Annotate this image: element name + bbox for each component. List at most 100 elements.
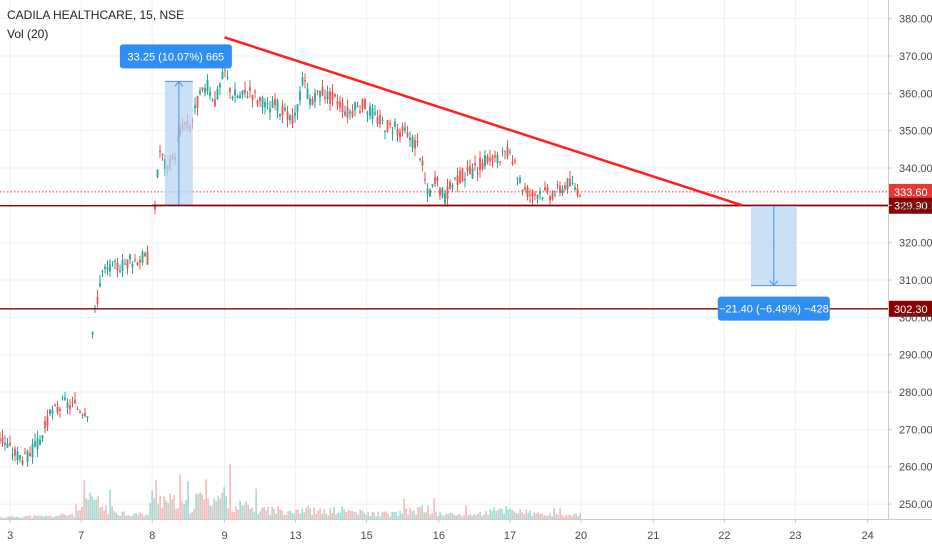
- measure-down-label[interactable]: −21.40 (−6.49%) −428: [717, 296, 830, 321]
- candle-body: [544, 187, 546, 191]
- candle-body: [379, 114, 381, 125]
- candle-body: [304, 80, 306, 82]
- volume-bar: [551, 516, 553, 519]
- volume-bar: [77, 510, 79, 519]
- candle-body: [259, 97, 261, 102]
- candle-body: [216, 88, 219, 100]
- volume-bar: [249, 508, 251, 519]
- measure-up-label[interactable]: 33.25 (10.07%) 665: [119, 44, 232, 69]
- candle-body: [71, 401, 74, 404]
- candle-body: [396, 129, 399, 135]
- volume-bar: [305, 507, 307, 519]
- volume-bar: [343, 509, 345, 519]
- candle-body: [406, 132, 409, 137]
- candle-body: [254, 91, 256, 93]
- volume-bar: [241, 505, 243, 519]
- candle-body: [391, 132, 394, 134]
- volume-bar: [471, 515, 473, 519]
- candle-body: [559, 185, 561, 193]
- volume-bar: [479, 511, 481, 519]
- candle-body: [129, 254, 131, 260]
- volume-bar: [91, 496, 93, 519]
- candle-body: [414, 139, 416, 149]
- time-tick-label: 22: [718, 530, 730, 542]
- volume-bar: [57, 516, 59, 519]
- volume-bar: [209, 505, 211, 519]
- volume-bar: [139, 512, 141, 519]
- volume-bar: [351, 511, 353, 519]
- volume-bar: [123, 511, 125, 519]
- volume-bar: [325, 513, 327, 519]
- volume-bar: [127, 515, 129, 519]
- candle-body: [499, 161, 501, 163]
- candle-body: [9, 442, 11, 446]
- volume-bar: [157, 504, 159, 519]
- volume-bar: [407, 514, 409, 519]
- volume-bar: [245, 501, 247, 519]
- candle-body: [451, 184, 454, 188]
- candle-body: [14, 448, 16, 456]
- chart-drawings[interactable]: 33.25 (10.07%) 665 −21.40 (−6.49%) −428: [119, 36, 888, 321]
- measure-down-label-bg: [717, 296, 830, 321]
- volume-bar: [509, 508, 511, 519]
- time-tick-label: 9: [221, 530, 227, 542]
- volume-bar: [263, 506, 265, 519]
- volume-bar: [515, 513, 517, 519]
- volume-bar: [553, 507, 555, 519]
- volume-bar: [331, 512, 333, 519]
- volume-bar: [203, 499, 205, 519]
- volume-bar: [329, 508, 331, 519]
- volume-bar: [103, 510, 105, 519]
- candle-body: [566, 178, 569, 190]
- candle-body: [416, 141, 419, 143]
- volume-bar: [547, 515, 549, 519]
- measure-up-label-bg: [119, 44, 232, 69]
- volume-bar: [201, 494, 203, 519]
- candle-body: [284, 108, 286, 111]
- volume-bar: [207, 498, 209, 519]
- volume-bar: [361, 510, 363, 519]
- volume-bar: [281, 510, 283, 519]
- candle-body: [369, 106, 371, 117]
- candle-body: [291, 115, 294, 124]
- volume-bar: [165, 500, 167, 519]
- candle-body: [546, 187, 549, 193]
- volume-bar: [439, 512, 441, 519]
- volume-bar: [441, 514, 443, 519]
- volume-bar: [215, 501, 217, 519]
- volume-bar: [451, 513, 453, 519]
- volume-bar: [475, 515, 477, 519]
- volume-bar: [111, 506, 113, 519]
- volume-bar: [565, 514, 567, 519]
- volume-bar: [577, 516, 579, 519]
- candle-body: [484, 155, 486, 167]
- volume-bar: [167, 503, 169, 519]
- volume-bar: [79, 510, 81, 519]
- volume-bar: [275, 513, 277, 519]
- candle-body: [76, 408, 79, 410]
- volume-bar: [321, 513, 323, 519]
- volume-bar: [131, 515, 133, 519]
- candle-body: [454, 177, 456, 179]
- volume-bar: [125, 515, 127, 519]
- volume-bar: [109, 489, 111, 519]
- candle-body: [106, 267, 109, 270]
- price-tick-label: 350.00: [899, 126, 932, 138]
- chart-axes: 250.00 260.00 270.00 280.00 290.00 300.00 310.…: [0, 0, 932, 542]
- volume-bar: [43, 517, 45, 519]
- candle-body: [429, 189, 431, 197]
- volume-bar: [289, 510, 291, 519]
- volume-bar: [179, 474, 181, 519]
- volume-bar: [523, 514, 525, 519]
- volume-bar: [269, 514, 271, 519]
- volume-bar: [173, 495, 175, 519]
- candle-body: [411, 136, 414, 148]
- volume-bar: [291, 512, 293, 519]
- volume-bar: [29, 515, 31, 519]
- candle-body: [56, 406, 59, 413]
- candle-body: [539, 191, 541, 194]
- candle-body: [139, 260, 141, 263]
- candle-body: [99, 283, 101, 287]
